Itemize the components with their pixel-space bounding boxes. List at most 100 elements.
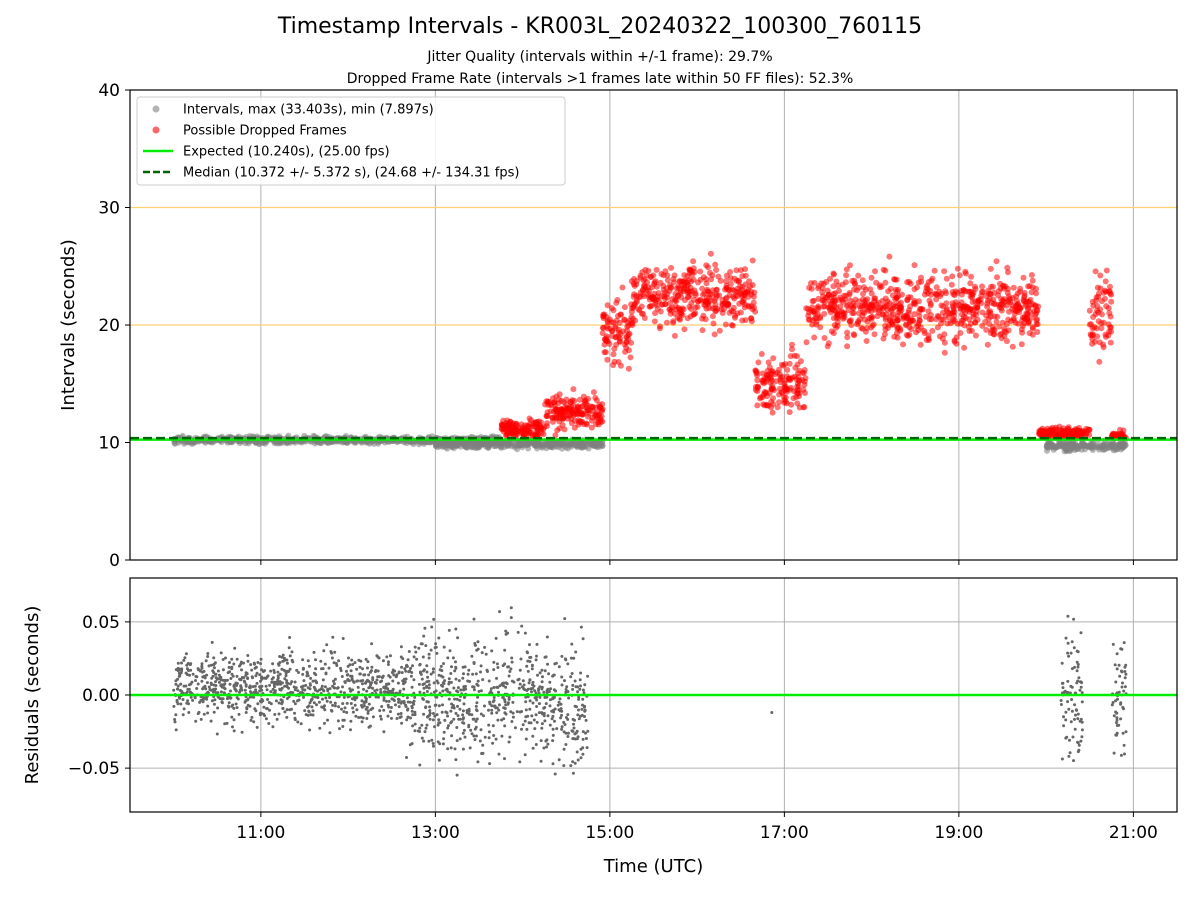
residual-point	[474, 725, 478, 729]
residual-point	[365, 689, 369, 693]
residual-point	[314, 688, 317, 692]
dropped-frame-point	[831, 322, 838, 329]
residual-point	[357, 716, 361, 719]
residual-point	[273, 713, 277, 716]
residual-point	[508, 735, 512, 739]
y-axis-label: Intervals (seconds)	[58, 239, 79, 411]
residual-point	[475, 682, 479, 686]
residual-point	[539, 739, 543, 743]
residual-point	[474, 734, 478, 738]
residual-point	[508, 670, 512, 673]
dropped-frame-point	[850, 331, 857, 338]
dropped-frame-point	[889, 292, 896, 299]
residual-point	[429, 672, 433, 676]
residual-point	[1112, 714, 1116, 718]
residual-point	[461, 713, 465, 717]
residual-point	[387, 699, 391, 703]
residual-point	[461, 731, 465, 735]
residual-point	[535, 642, 539, 646]
residual-point	[314, 658, 317, 662]
residual-point	[288, 667, 292, 671]
residual-point	[557, 700, 561, 704]
dropped-frame-point	[702, 316, 709, 323]
residual-point	[263, 669, 266, 673]
residual-point	[433, 725, 436, 729]
dropped-frame-point	[994, 313, 1001, 320]
residual-point	[518, 668, 522, 672]
residual-point	[434, 703, 438, 707]
dropped-frame-point	[997, 301, 1004, 308]
residual-point	[306, 659, 310, 663]
residual-point	[497, 690, 500, 694]
dropped-frame-point	[1024, 305, 1031, 312]
residual-point	[566, 713, 570, 717]
residual-point	[249, 690, 252, 694]
residual-point	[271, 687, 275, 691]
residual-point	[523, 631, 527, 635]
dropped-frame-point	[723, 278, 729, 285]
residual-point	[570, 672, 574, 675]
dropped-frame-point	[947, 320, 954, 327]
residual-point	[333, 701, 337, 705]
y-axis-label: Residuals (seconds)	[22, 606, 43, 785]
residual-point	[413, 710, 417, 714]
residual-point	[304, 713, 308, 717]
residual-point	[563, 657, 567, 661]
residual-point	[397, 700, 400, 704]
dropped-frame-point	[868, 315, 875, 322]
residual-point	[1074, 713, 1077, 717]
residual-point	[234, 689, 238, 693]
residual-point	[456, 704, 459, 708]
residual-point	[277, 712, 281, 716]
residual-point	[494, 636, 498, 640]
residual-point	[356, 685, 360, 689]
residual-point	[474, 719, 478, 723]
residual-point	[453, 697, 457, 701]
residual-point	[181, 698, 185, 701]
residual-point	[342, 695, 346, 699]
dropped-frame-point	[831, 307, 838, 314]
dropped-frame-point	[1005, 285, 1011, 292]
residual-point	[185, 667, 189, 671]
residual-point	[360, 699, 364, 703]
residual-point	[297, 671, 300, 674]
residual-point	[386, 663, 390, 666]
residual-point	[511, 715, 515, 719]
dropped-frame-point	[1021, 289, 1028, 296]
residual-point	[240, 668, 243, 672]
residual-point	[422, 686, 426, 690]
residual-point	[424, 726, 428, 730]
dropped-frame-point	[864, 306, 871, 313]
residual-point	[310, 705, 314, 709]
residual-point	[542, 746, 546, 750]
residual-point	[1111, 701, 1115, 704]
residual-point	[231, 703, 235, 707]
residual-point	[540, 726, 544, 730]
residual-point	[203, 684, 207, 688]
residual-point	[418, 671, 422, 675]
residual-point	[1117, 663, 1121, 667]
dropped-frame-point	[623, 339, 630, 346]
residual-point	[280, 702, 284, 706]
dropped-frame-point	[892, 276, 898, 283]
residual-point	[410, 685, 414, 689]
residual-point	[234, 682, 238, 686]
dropped-frame-point	[986, 295, 993, 302]
dropped-frame-point	[821, 335, 828, 341]
residual-point	[180, 661, 183, 665]
dropped-frame-point	[961, 322, 968, 329]
dropped-frame-point	[678, 310, 685, 317]
dropped-frame-point	[895, 324, 902, 331]
dropped-frame-point	[831, 294, 837, 301]
residual-point	[404, 669, 408, 673]
residual-point	[577, 717, 581, 721]
residual-point	[456, 636, 460, 640]
residual-point	[290, 658, 294, 662]
dropped-frame-point	[1096, 358, 1103, 365]
residual-point	[463, 735, 467, 739]
residual-point	[358, 672, 362, 676]
residual-point	[201, 700, 205, 704]
residual-point	[502, 717, 506, 721]
